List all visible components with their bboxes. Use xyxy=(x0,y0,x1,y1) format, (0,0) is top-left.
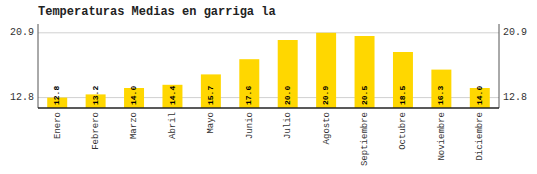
data-labels: 12.8 13.2 14.0 14.4 15.7 17.6 20.0 20.9 20.5 18.5… xyxy=(52,86,484,105)
x-tick-label: Marzo xyxy=(129,112,139,139)
data-label: 14.4 xyxy=(168,86,177,105)
y-tick-label-right: 12.8 xyxy=(503,92,527,103)
bar xyxy=(431,70,451,108)
x-tick-label: Abril xyxy=(168,112,178,139)
x-tick-label: Octubre xyxy=(398,112,408,150)
data-label: 14.0 xyxy=(129,86,138,105)
y-tick-label: 20.9 xyxy=(10,27,34,38)
x-tick-label: Julio xyxy=(283,112,293,139)
data-label: 12.8 xyxy=(52,86,61,105)
data-label: 20.0 xyxy=(283,86,292,105)
data-label: 14.0 xyxy=(475,86,484,105)
bar xyxy=(201,74,221,108)
x-tick-labels: Enero Febrero Marzo Abril Mayo Junio Julio Agos… xyxy=(53,112,486,166)
data-label: 20.9 xyxy=(321,86,330,105)
y-tick-label: 12.8 xyxy=(10,92,34,103)
x-axis-line xyxy=(38,107,499,109)
data-label: 13.2 xyxy=(91,86,100,105)
x-tick-label: Mayo xyxy=(206,112,216,134)
chart-container: Temperaturas Medias en garriga la12.812.… xyxy=(0,0,537,174)
y-tick-label-right: 20.9 xyxy=(503,27,527,38)
x-tick-label: Enero xyxy=(53,112,63,139)
x-tick-label: Agosto xyxy=(322,112,332,144)
y-axis-line xyxy=(38,24,39,108)
bar xyxy=(316,33,336,108)
data-label: 15.7 xyxy=(206,86,215,105)
x-tick-label: Junio xyxy=(245,112,255,139)
chart-svg: Temperaturas Medias en garriga la12.812.… xyxy=(0,0,537,174)
grid-line xyxy=(38,32,499,33)
bar xyxy=(355,36,375,108)
grid xyxy=(38,33,499,98)
y-axis-line-right xyxy=(499,24,500,108)
data-label: 16.3 xyxy=(436,86,445,105)
axes: 12.8 12.8 20.9 20.9 xyxy=(10,24,527,108)
x-tick-label: Septiembre xyxy=(360,112,370,166)
chart-title: Temperaturas Medias en garriga la xyxy=(38,5,276,19)
x-tick-label: Febrero xyxy=(91,112,101,150)
data-label: 17.6 xyxy=(244,86,253,105)
x-tick-label: Diciembre xyxy=(475,112,485,161)
bar xyxy=(393,52,413,108)
bar xyxy=(239,59,259,108)
bar xyxy=(162,85,182,108)
bar xyxy=(278,40,298,108)
data-label: 18.5 xyxy=(398,86,407,105)
x-tick-label: Noviembre xyxy=(437,112,447,161)
data-label: 20.5 xyxy=(360,86,369,105)
grid-line xyxy=(38,97,499,98)
bars xyxy=(47,33,490,108)
